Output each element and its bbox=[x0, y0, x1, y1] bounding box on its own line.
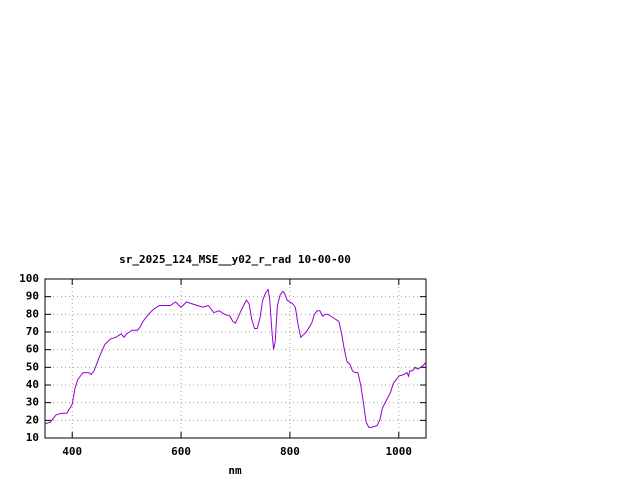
data-line bbox=[44, 288, 427, 428]
y-tick-label: 100 bbox=[19, 272, 39, 285]
y-tick-label: 60 bbox=[26, 343, 39, 356]
y-tick-label: 20 bbox=[26, 413, 39, 426]
y-tick-label: 30 bbox=[26, 396, 39, 409]
y-tick-label: 10 bbox=[26, 431, 39, 444]
y-tick-label: 50 bbox=[26, 360, 39, 373]
chart-title: sr_2025_124_MSE__y02_r_rad 10-00-00 bbox=[119, 253, 351, 266]
x-tick-label: 600 bbox=[171, 445, 191, 458]
x-axis-label: nm bbox=[228, 464, 242, 477]
y-tick-label: 70 bbox=[26, 325, 39, 338]
y-tick-label: 90 bbox=[26, 290, 39, 303]
x-tick-label: 800 bbox=[280, 445, 300, 458]
x-tick-label: 400 bbox=[62, 445, 82, 458]
y-tick-label: 80 bbox=[26, 307, 39, 320]
x-tick-label: 1000 bbox=[386, 445, 413, 458]
y-tick-label: 40 bbox=[26, 378, 39, 391]
plot-border bbox=[44, 278, 427, 439]
